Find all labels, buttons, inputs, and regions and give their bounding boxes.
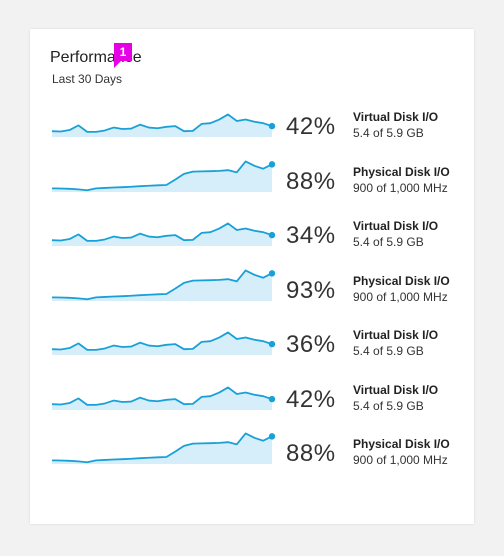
metric-row[interactable]: 88% Physical Disk I/O 900 of 1,000 MHz — [30, 152, 474, 207]
metric-detail: 5.4 of 5.9 GB — [353, 398, 424, 413]
sparkline-area — [52, 433, 272, 464]
metric-row[interactable]: 34% Virtual Disk I/O 5.4 of 5.9 GB — [30, 206, 474, 261]
metric-detail: 5.4 of 5.9 GB — [353, 126, 424, 140]
metric-info: Virtual Disk I/O 5.4 of 5.9 GB — [353, 110, 438, 140]
performance-card: Performance 1 Last 30 Days 42% Virtual D… — [30, 29, 474, 524]
sparkline-area — [52, 114, 272, 137]
metric-percent: 88% — [286, 167, 336, 195]
metric-row[interactable]: 42% Virtual Disk I/O 5.4 of 5.9 GB — [30, 97, 474, 152]
metric-name: Virtual Disk I/O — [353, 328, 439, 342]
metric-info: Virtual Disk I/O 5.4 of 5.9 GB — [353, 328, 438, 358]
sparkline-endpoint — [268, 340, 276, 348]
annotation-badge: 1 — [114, 43, 132, 68]
metric-info: Physical Disk I/O 900 of 1,000 MHz — [353, 437, 450, 467]
panel-subtitle: Last 30 Days — [52, 72, 123, 86]
metric-name: Physical Disk I/O — [353, 273, 450, 288]
metric-name: Physical Disk I/O — [353, 164, 450, 179]
metric-detail: 900 of 1,000 MHz — [353, 453, 448, 467]
metric-list: 42% Virtual Disk I/O 5.4 of 5.9 GB 88% P… — [30, 97, 474, 479]
metric-row[interactable]: 88% Physical Disk I/O 900 of 1,000 MHz — [30, 424, 474, 479]
sparkline-line — [52, 113, 273, 133]
metric-row[interactable]: 36% Virtual Disk I/O 5.4 of 5.9 GB — [30, 315, 474, 370]
sparkline-chart — [52, 269, 276, 301]
metric-detail: 900 of 1,000 MHz — [353, 289, 448, 304]
sparkline-area — [52, 269, 272, 301]
metric-percent: 88% — [286, 440, 336, 467]
sparkline-line — [52, 386, 273, 406]
metric-detail: 5.4 of 5.9 GB — [353, 344, 424, 358]
sparkline-chart — [52, 432, 276, 464]
sparkline-line — [52, 160, 273, 191]
sparkline-line — [52, 269, 273, 300]
sparkline-area — [52, 160, 272, 192]
metric-row[interactable]: 93% Physical Disk I/O 900 of 1,000 MHz — [30, 261, 474, 316]
metric-row[interactable]: 42% Virtual Disk I/O 5.4 of 5.9 GB — [30, 370, 474, 425]
sparkline-line — [52, 222, 273, 242]
metric-name: Virtual Disk I/O — [353, 219, 439, 233]
metric-name: Physical Disk I/O — [353, 437, 450, 451]
sparkline-line — [52, 432, 273, 464]
metric-name: Virtual Disk I/O — [353, 110, 439, 124]
sparkline-endpoint — [268, 160, 276, 168]
sparkline-endpoint — [268, 231, 276, 239]
metric-percent: 36% — [286, 331, 336, 358]
sparkline-chart — [52, 113, 276, 137]
metric-info: Virtual Disk I/O 5.4 of 5.9 GB — [353, 219, 438, 249]
metric-percent: 34% — [286, 222, 336, 249]
metric-info: Physical Disk I/O 900 of 1,000 MHz — [353, 165, 450, 195]
metric-detail: 900 of 1,000 MHz — [353, 180, 448, 195]
sparkline-endpoint — [268, 433, 276, 440]
sparkline-chart — [52, 222, 276, 246]
sparkline-area — [52, 386, 272, 410]
metric-info: Physical Disk I/O 900 of 1,000 MHz — [353, 274, 450, 304]
sparkline-chart — [52, 160, 276, 192]
metric-info: Virtual Disk I/O 5.4 of 5.9 GB — [353, 383, 438, 413]
sparkline-endpoint — [268, 122, 276, 130]
sparkline-line — [52, 331, 273, 351]
sparkline-endpoint — [268, 269, 276, 277]
metric-name: Virtual Disk I/O — [353, 382, 439, 397]
metric-percent: 93% — [286, 276, 336, 304]
sparkline-chart — [52, 331, 276, 355]
metric-percent: 42% — [286, 113, 336, 140]
sparkline-endpoint — [268, 395, 276, 402]
sparkline-area — [52, 223, 272, 246]
sparkline-area — [52, 332, 272, 355]
metric-detail: 5.4 of 5.9 GB — [353, 235, 424, 249]
sparkline-chart — [52, 386, 276, 410]
metric-percent: 42% — [286, 385, 336, 413]
